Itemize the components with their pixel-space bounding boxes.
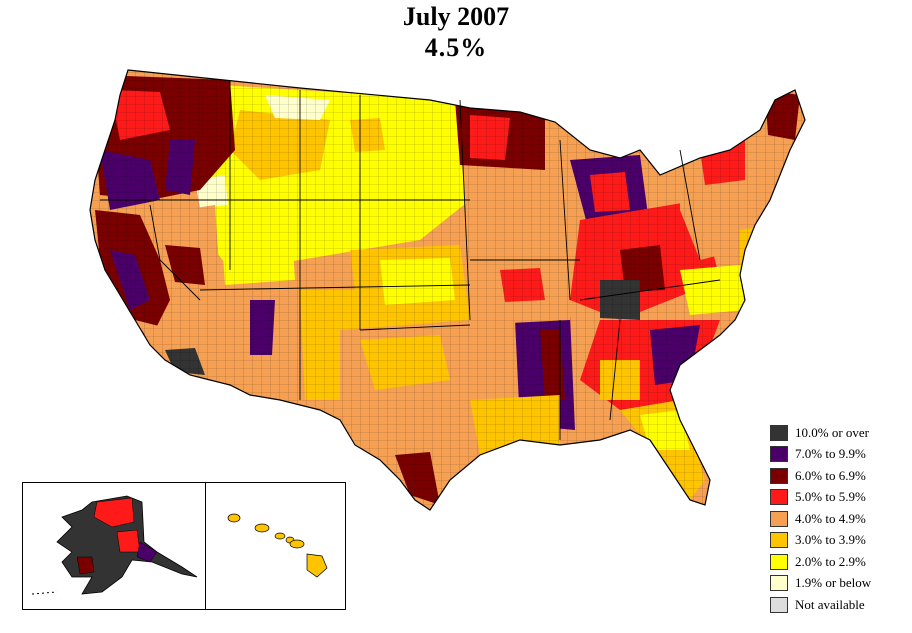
alaska-map [31, 495, 198, 595]
inset-divider [205, 482, 206, 610]
state-borders [100, 80, 721, 440]
legend-swatch [770, 510, 788, 527]
legend-label: 2.0% to 2.9% [795, 553, 866, 569]
legend-swatch [770, 467, 788, 484]
map-title-rate: 4.5% [424, 33, 488, 62]
legend-item: 5.0% to 5.9% [770, 487, 871, 509]
legend-swatch [770, 532, 788, 549]
legend-label: 1.9% or below [795, 575, 872, 591]
legend-item: 6.0% to 6.9% [770, 465, 871, 487]
legend-swatch [770, 575, 788, 592]
legend-swatch [770, 446, 788, 463]
map-legend: 10.0% or over 7.0% to 9.9% 6.0% to 6.9% 5.0… [770, 422, 871, 616]
legend-item: 3.0% to 3.9% [770, 530, 871, 552]
legend-item: 10.0% or over [770, 422, 871, 444]
legend-item: 2.0% to 2.9% [770, 551, 871, 573]
hawaii-map [227, 513, 328, 578]
inset-maps [31, 495, 328, 595]
legend-label: 6.0% to 6.9% [795, 467, 866, 483]
legend-label: 7.0% to 9.9% [795, 446, 866, 462]
county-boundaries [90, 70, 805, 510]
legend-item: 7.0% to 9.9% [770, 444, 871, 466]
legend-item: 1.9% or below [770, 573, 871, 595]
legend-label: 3.0% to 3.9% [795, 532, 866, 548]
legend-item: 4.0% to 4.9% [770, 508, 871, 530]
map-title-date: July 2007 [402, 2, 510, 31]
legend-item: Not available [770, 594, 871, 616]
legend-label: Not available [795, 596, 865, 612]
legend-label: 5.0% to 5.9% [795, 489, 866, 505]
legend-swatch [770, 553, 788, 570]
legend-swatch [770, 596, 788, 613]
legend-label: 4.0% to 4.9% [795, 510, 866, 526]
legend-label: 10.0% or over [795, 424, 870, 440]
legend-swatch [770, 489, 788, 506]
legend-swatch [770, 424, 788, 441]
